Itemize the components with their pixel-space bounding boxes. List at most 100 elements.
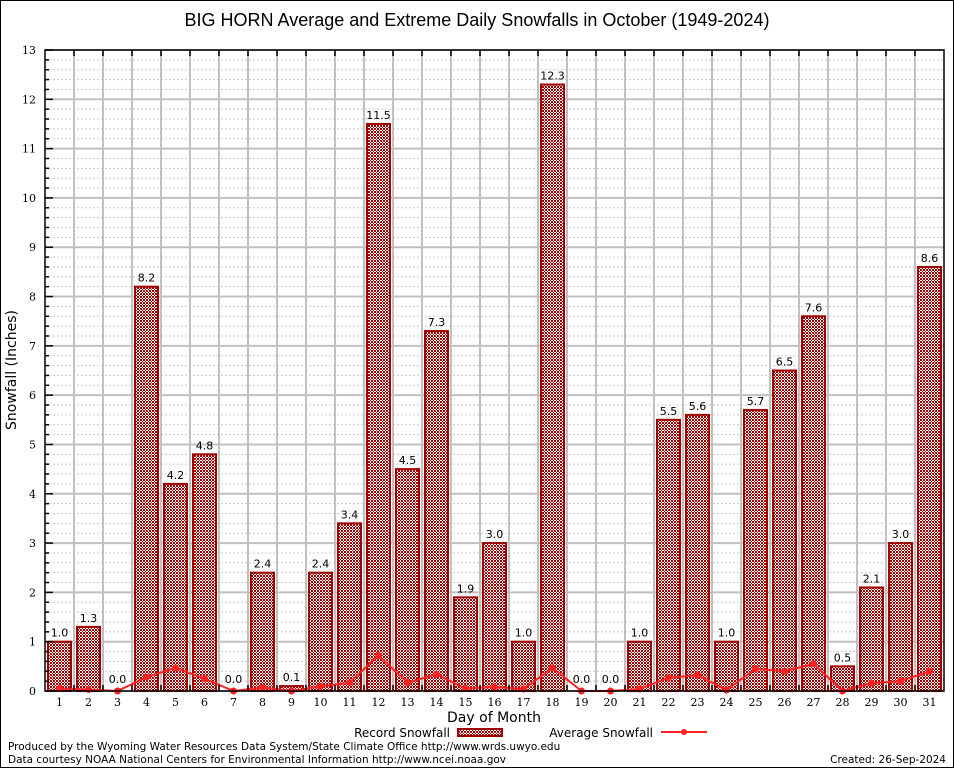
average-point-day-8 bbox=[259, 684, 266, 692]
bar-value-label: 5.6 bbox=[689, 400, 707, 413]
bar-day-12 bbox=[366, 122, 391, 692]
bar-day-8 bbox=[250, 571, 275, 693]
bar-day-13 bbox=[395, 468, 420, 692]
average-point-day-2 bbox=[85, 686, 92, 694]
y-tick-label: 9 bbox=[29, 241, 36, 254]
y-tick-label: 0 bbox=[29, 685, 36, 698]
average-point-day-29 bbox=[868, 679, 875, 687]
average-point-day-16 bbox=[491, 683, 498, 691]
average-point-day-26 bbox=[781, 667, 788, 675]
average-point-day-24 bbox=[723, 686, 730, 694]
bar-value-label: 7.3 bbox=[428, 316, 446, 329]
bar-value-label: 6.5 bbox=[776, 356, 794, 369]
bar-value-label: 1.9 bbox=[457, 582, 475, 595]
y-tick-label: 7 bbox=[29, 340, 36, 353]
x-tick-label: 30 bbox=[894, 696, 908, 709]
y-tick-label: 1 bbox=[29, 636, 36, 649]
legend-swatch-record-snowfall bbox=[457, 728, 503, 737]
bar-value-label: 0.0 bbox=[225, 673, 243, 686]
average-point-day-11 bbox=[346, 679, 353, 687]
legend-label-average-snowfall: Average Snowfall bbox=[549, 726, 653, 740]
x-tick-label: 28 bbox=[836, 696, 850, 709]
y-tick-label: 2 bbox=[29, 586, 36, 599]
x-tick-label: 1 bbox=[56, 696, 63, 709]
average-point-day-22 bbox=[665, 674, 672, 682]
bar-day-30 bbox=[888, 542, 913, 692]
bar-day-28 bbox=[830, 665, 855, 692]
y-tick-label: 4 bbox=[29, 488, 36, 501]
bar-value-label: 1.0 bbox=[51, 627, 69, 640]
footer-created-date: Created: 26-Sep-2024 bbox=[830, 754, 946, 766]
x-tick-label: 2 bbox=[85, 696, 92, 709]
bar-day-4 bbox=[134, 285, 159, 692]
bar-day-15 bbox=[453, 596, 478, 692]
average-point-day-25 bbox=[752, 665, 759, 673]
bar-day-18 bbox=[540, 83, 565, 692]
bar-day-16 bbox=[482, 542, 507, 692]
x-tick-label: 13 bbox=[401, 696, 415, 709]
average-point-day-5 bbox=[172, 664, 179, 672]
bar-day-14 bbox=[424, 330, 449, 692]
legend-swatch-average-marker bbox=[681, 729, 687, 735]
x-tick-label: 15 bbox=[459, 696, 473, 709]
bar-value-label: 5.7 bbox=[747, 395, 765, 408]
bar-value-label: 4.5 bbox=[399, 454, 417, 467]
bar-value-label: 1.3 bbox=[80, 612, 98, 625]
x-tick-label: 24 bbox=[720, 696, 734, 709]
chart-title: BIG HORN Average and Extreme Daily Snowf… bbox=[185, 10, 770, 30]
y-tick-label: 11 bbox=[22, 143, 36, 156]
bar-value-label: 1.0 bbox=[718, 627, 736, 640]
y-tick-label: 10 bbox=[22, 192, 36, 205]
bar-day-21 bbox=[627, 640, 652, 693]
bar-value-label: 12.3 bbox=[540, 70, 565, 83]
x-tick-label: 5 bbox=[172, 696, 179, 709]
bar-value-label: 11.5 bbox=[366, 109, 391, 122]
x-tick-label: 19 bbox=[575, 696, 589, 709]
y-tick-label: 3 bbox=[29, 537, 36, 550]
bar-day-31 bbox=[917, 265, 942, 692]
bar-value-label: 1.0 bbox=[631, 627, 649, 640]
average-point-day-10 bbox=[317, 683, 324, 691]
x-tick-label: 7 bbox=[230, 696, 237, 709]
bar-day-6 bbox=[192, 453, 217, 693]
bar-value-label: 4.2 bbox=[167, 469, 185, 482]
average-point-day-18 bbox=[549, 664, 556, 672]
average-point-day-12 bbox=[375, 651, 382, 659]
bar-value-label: 3.0 bbox=[892, 528, 910, 541]
x-tick-label: 25 bbox=[749, 696, 763, 709]
bar-day-23 bbox=[685, 413, 710, 692]
x-tick-labels: 1 2 3 4 5 6 7 8 9 10 11 12 13 14 15 16 17 18 19 20 21 22 23 24 2… bbox=[56, 696, 937, 709]
x-tick-label: 12 bbox=[372, 696, 386, 709]
bar-day-1 bbox=[47, 640, 72, 693]
average-point-day-23 bbox=[694, 671, 701, 679]
bar-day-27 bbox=[801, 315, 826, 692]
x-tick-label: 26 bbox=[778, 696, 792, 709]
x-tick-label: 22 bbox=[662, 696, 676, 709]
average-point-day-27 bbox=[810, 660, 817, 668]
bar-value-label: 2.1 bbox=[863, 572, 881, 585]
bar-value-label: 3.4 bbox=[341, 508, 359, 521]
bar-value-label: 0.1 bbox=[283, 671, 301, 684]
y-tick-label: 8 bbox=[29, 291, 36, 304]
bar-day-11 bbox=[337, 522, 362, 692]
bar-value-label: 0.0 bbox=[109, 673, 127, 686]
y-tick-label: 5 bbox=[29, 438, 36, 451]
x-tick-label: 6 bbox=[201, 696, 208, 709]
x-tick-label: 18 bbox=[546, 696, 560, 709]
footer-produced-by: Produced by the Wyoming Water Resources … bbox=[8, 741, 560, 753]
x-tick-label: 20 bbox=[604, 696, 618, 709]
bar-value-label: 1.0 bbox=[515, 627, 533, 640]
average-point-day-4 bbox=[143, 673, 150, 681]
x-tick-label: 16 bbox=[488, 696, 502, 709]
x-axis-label: Day of Month bbox=[447, 710, 541, 726]
bar-value-label: 7.6 bbox=[805, 301, 823, 314]
bar-day-5 bbox=[163, 482, 188, 692]
x-tick-label: 21 bbox=[633, 696, 647, 709]
x-tick-label: 17 bbox=[517, 696, 531, 709]
x-tick-label: 31 bbox=[923, 696, 937, 709]
x-tick-label: 27 bbox=[807, 696, 821, 709]
average-point-day-30 bbox=[897, 677, 904, 685]
axes bbox=[44, 49, 945, 692]
